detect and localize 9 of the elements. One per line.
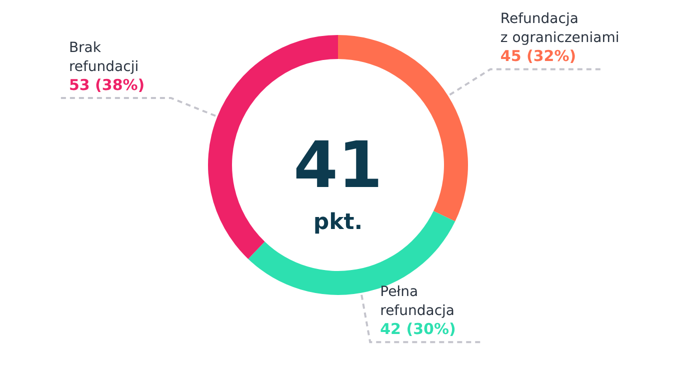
donut-slice	[248, 210, 456, 295]
data-label: 53 (38%)	[68, 76, 145, 94]
slice-label: Refundacja z ograniczeniami	[500, 11, 620, 46]
data-label: 45 (32%)	[500, 47, 576, 66]
text: 41	[293, 129, 383, 203]
text: pkt.	[313, 210, 363, 235]
slice-label: Pełna refundacja	[380, 284, 455, 320]
slice-label: Brak refundacji	[68, 40, 139, 75]
data-label: 42 (30%)	[380, 320, 456, 338]
